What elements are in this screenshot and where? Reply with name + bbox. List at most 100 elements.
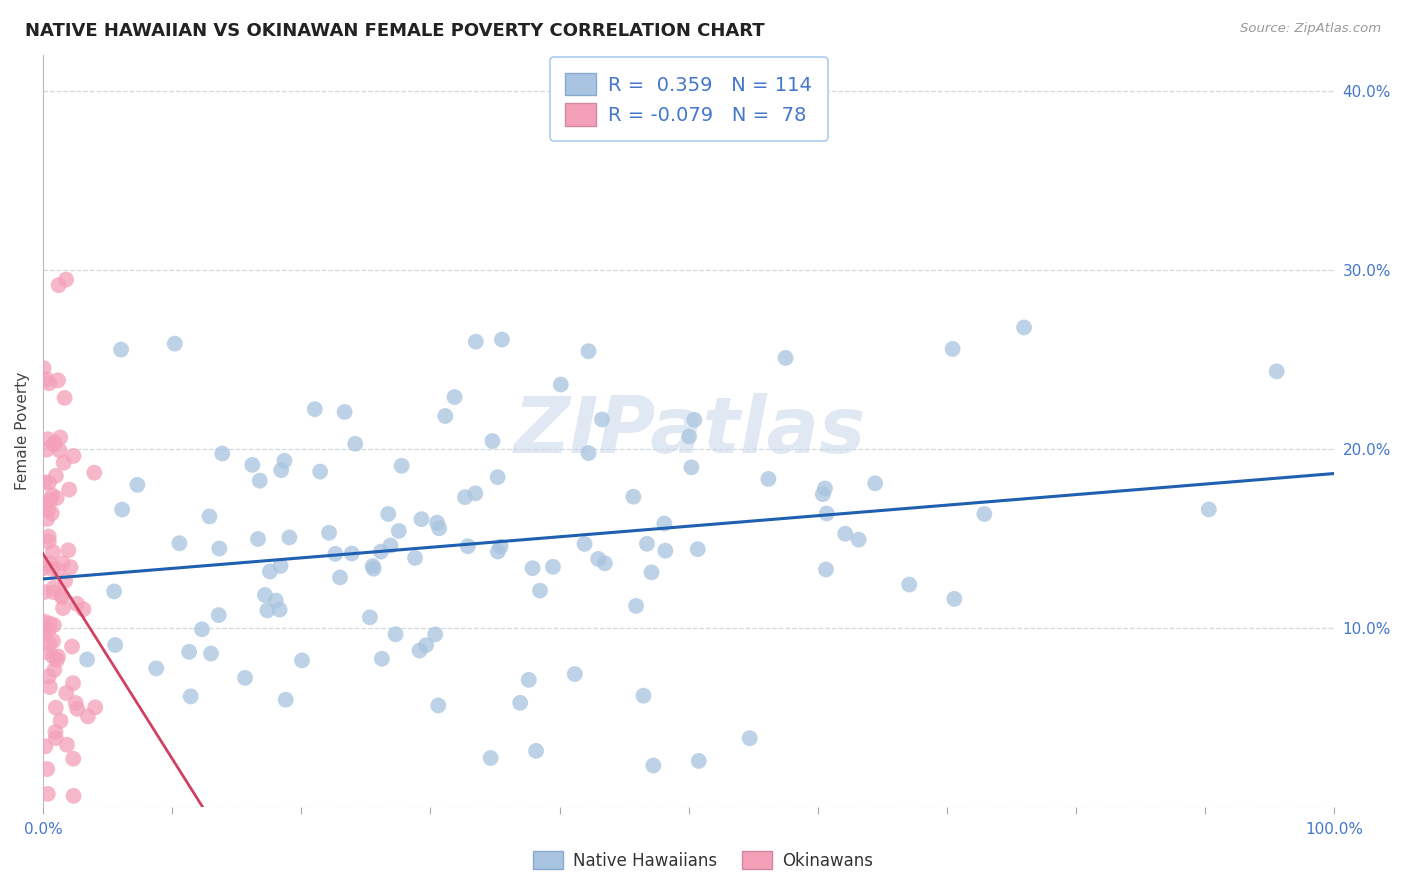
Point	[264, 593, 287, 607]
Point	[411, 512, 433, 526]
Point	[434, 409, 457, 423]
Point	[53, 391, 76, 405]
Point	[45, 731, 67, 746]
Point	[814, 562, 837, 576]
Legend: Native Hawaiians, Okinawans: Native Hawaiians, Okinawans	[526, 845, 880, 877]
Point	[127, 478, 149, 492]
Point	[208, 608, 231, 623]
Point	[274, 692, 297, 706]
Point	[62, 789, 84, 803]
Point	[522, 561, 544, 575]
Point	[58, 543, 80, 558]
Point	[404, 550, 426, 565]
Point	[46, 373, 69, 387]
Point	[169, 536, 191, 550]
Point	[37, 512, 59, 526]
Point	[34, 645, 56, 659]
Point	[45, 469, 67, 483]
Point	[180, 690, 202, 704]
Point	[42, 618, 65, 632]
Point	[344, 437, 367, 451]
Point	[408, 643, 430, 657]
Point	[45, 491, 67, 505]
Point	[564, 667, 586, 681]
Point	[278, 531, 301, 545]
Point	[524, 744, 547, 758]
Point	[380, 539, 402, 553]
Point	[249, 474, 271, 488]
Point	[486, 544, 509, 558]
Point	[371, 652, 394, 666]
Point	[48, 278, 70, 293]
Point	[56, 738, 79, 752]
Point	[233, 671, 256, 685]
Point	[633, 689, 655, 703]
Point	[678, 429, 700, 443]
Point	[111, 502, 134, 516]
Point	[291, 653, 314, 667]
Point	[517, 673, 540, 687]
Point	[758, 472, 780, 486]
Point	[208, 541, 231, 556]
Point	[103, 584, 125, 599]
Point	[943, 591, 966, 606]
Point	[38, 376, 60, 391]
Point	[49, 430, 72, 444]
Point	[60, 640, 83, 654]
Point	[654, 543, 676, 558]
Point	[41, 506, 63, 520]
Point	[46, 649, 69, 664]
Point	[62, 449, 84, 463]
Point	[370, 544, 392, 558]
Point	[361, 559, 384, 574]
Point	[591, 412, 613, 426]
Point	[32, 624, 55, 639]
Point	[247, 532, 270, 546]
Point	[652, 516, 675, 531]
Point	[191, 622, 214, 636]
Point	[550, 377, 572, 392]
Point	[848, 533, 870, 547]
Point	[1198, 502, 1220, 516]
Point	[273, 454, 295, 468]
Point	[177, 645, 200, 659]
Point	[329, 570, 352, 584]
Point	[42, 438, 65, 452]
Point	[35, 372, 58, 386]
Point	[38, 530, 60, 544]
Point	[55, 686, 77, 700]
Point	[49, 714, 72, 728]
Point	[643, 758, 665, 772]
Point	[681, 460, 703, 475]
Point	[489, 540, 512, 554]
Point	[256, 603, 278, 617]
Point	[359, 610, 381, 624]
Point	[574, 537, 596, 551]
Point	[325, 547, 347, 561]
Point	[269, 602, 291, 616]
Point	[51, 590, 73, 604]
Point	[62, 676, 84, 690]
Point	[72, 602, 94, 616]
Point	[942, 342, 965, 356]
Point	[38, 680, 60, 694]
Point	[59, 560, 82, 574]
Point	[340, 547, 363, 561]
Point	[58, 483, 80, 497]
Point	[384, 627, 406, 641]
Point	[44, 725, 66, 739]
Point	[253, 588, 276, 602]
Point	[83, 466, 105, 480]
Point	[391, 458, 413, 473]
Point	[32, 499, 55, 513]
Point	[738, 731, 761, 746]
Point	[52, 456, 75, 470]
Point	[211, 446, 233, 460]
Point	[426, 516, 449, 530]
Point	[363, 562, 385, 576]
Point	[38, 669, 60, 683]
Point	[38, 623, 60, 637]
Point	[863, 476, 886, 491]
Point	[44, 663, 66, 677]
Point	[815, 507, 838, 521]
